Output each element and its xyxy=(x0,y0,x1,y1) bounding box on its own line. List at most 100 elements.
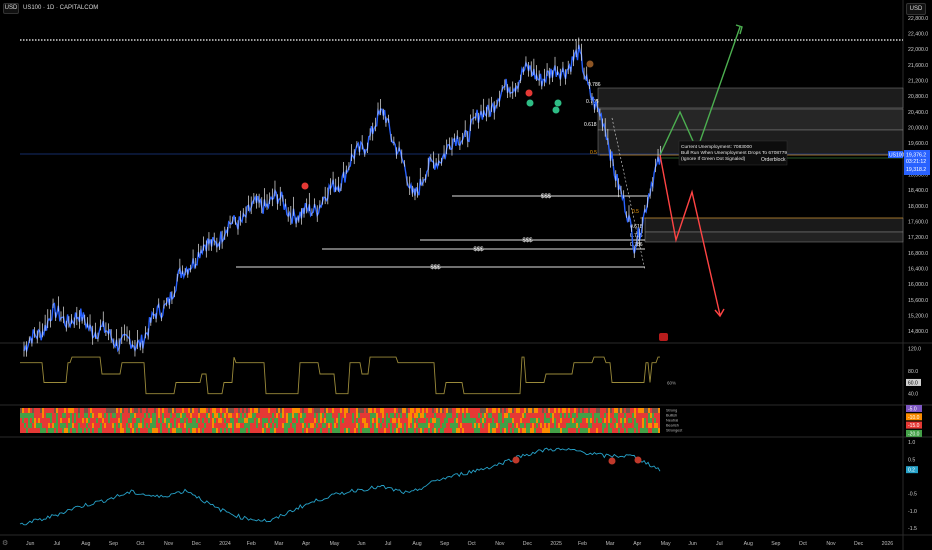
heatmap-cell xyxy=(358,408,360,413)
heatmap-cell xyxy=(256,428,258,433)
currency-left-button[interactable]: USD xyxy=(3,3,19,14)
heatmap-cell xyxy=(152,413,154,418)
x-tick-label: Aug xyxy=(412,541,421,547)
heatmap-cell xyxy=(232,428,234,433)
heatmap-cell xyxy=(412,413,414,418)
heatmap-cell xyxy=(420,408,422,413)
currency-right-button[interactable]: USD xyxy=(906,3,926,15)
heatmap-cell xyxy=(164,418,166,423)
heatmap-cell xyxy=(212,408,214,413)
heatmap-cell xyxy=(126,423,128,428)
heatmap-cell xyxy=(424,413,426,418)
heatmap-cell xyxy=(654,418,656,423)
heatmap-cell xyxy=(192,423,194,428)
heatmap-cell xyxy=(252,418,254,423)
heatmap-cell xyxy=(100,423,102,428)
heatmap-cell xyxy=(160,428,162,433)
heatmap-cell xyxy=(658,413,660,418)
heatmap-cell xyxy=(530,423,532,428)
heatmap-cell xyxy=(66,423,68,428)
heatmap-row-label: Strongest xyxy=(666,429,683,433)
heatmap-cell xyxy=(616,418,618,423)
heatmap-cell xyxy=(364,418,366,423)
heatmap-cell xyxy=(552,428,554,433)
heatmap-cell xyxy=(350,408,352,413)
heatmap-cell xyxy=(380,423,382,428)
heatmap-cell xyxy=(418,428,420,433)
heatmap-cell xyxy=(86,428,88,433)
heatmap-cell xyxy=(652,428,654,433)
settings-gear-icon[interactable]: ⚙ xyxy=(2,540,9,547)
heatmap-cell xyxy=(58,428,60,433)
heatmap-cell xyxy=(144,423,146,428)
heatmap-cell xyxy=(218,418,220,423)
heatmap-cell xyxy=(324,408,326,413)
heatmap-cell xyxy=(166,428,168,433)
heatmap-cell xyxy=(358,428,360,433)
heatmap-cell xyxy=(32,418,34,423)
heatmap-cell xyxy=(266,413,268,418)
y-tick-label: 18,000.0 xyxy=(908,204,928,210)
heatmap-cell xyxy=(118,418,120,423)
heatmap-cell xyxy=(366,423,368,428)
heatmap-cell xyxy=(490,418,492,423)
heatmap-cell xyxy=(582,408,584,413)
heatmap-cell xyxy=(176,423,178,428)
heatmap-cell xyxy=(362,428,364,433)
heatmap-cell xyxy=(362,423,364,428)
heatmap-cell xyxy=(432,423,434,428)
heatmap-cell xyxy=(652,423,654,428)
heatmap-cell xyxy=(56,413,58,418)
heatmap-cell xyxy=(66,428,68,433)
heatmap-cell xyxy=(450,428,452,433)
heatmap-cell xyxy=(244,408,246,413)
heatmap-cell xyxy=(320,428,322,433)
heatmap-cell xyxy=(270,418,272,423)
heatmap-cell xyxy=(644,428,646,433)
heatmap-cell xyxy=(276,408,278,413)
heatmap-cell xyxy=(294,423,296,428)
heatmap-cell xyxy=(190,428,192,433)
heatmap-cell xyxy=(370,408,372,413)
heatmap-cell xyxy=(208,418,210,423)
heatmap-cell xyxy=(310,413,312,418)
momentum-y-tick: 1.0 xyxy=(908,440,915,446)
heatmap-cell xyxy=(156,428,158,433)
heatmap-cell xyxy=(22,423,24,428)
heatmap-cell xyxy=(530,408,532,413)
heatmap-cell xyxy=(632,423,634,428)
heatmap-cell xyxy=(240,423,242,428)
heatmap-cell xyxy=(268,408,270,413)
heatmap-cell xyxy=(374,428,376,433)
heatmap-cell xyxy=(298,418,300,423)
heatmap-cell xyxy=(574,418,576,423)
heatmap-cell xyxy=(356,428,358,433)
heatmap-cell xyxy=(200,413,202,418)
heatmap-cell xyxy=(646,428,648,433)
heatmap-cell xyxy=(352,408,354,413)
heatmap-cell xyxy=(212,423,214,428)
heatmap-cell xyxy=(340,423,342,428)
heatmap-cell xyxy=(354,418,356,423)
heatmap-cell xyxy=(572,413,574,418)
heatmap-cell xyxy=(94,428,96,433)
heatmap-cell xyxy=(372,408,374,413)
heatmap-cell xyxy=(406,408,408,413)
heatmap-cell xyxy=(402,423,404,428)
heatmap-cell xyxy=(76,418,78,423)
heatmap-cell xyxy=(292,428,294,433)
heatmap-cell xyxy=(224,418,226,423)
flag-icon[interactable] xyxy=(659,333,668,341)
heatmap-cell xyxy=(598,418,600,423)
heatmap-cell xyxy=(114,408,116,413)
heatmap-cell xyxy=(46,423,48,428)
heatmap-cell xyxy=(190,423,192,428)
heatmap-cell xyxy=(598,423,600,428)
heatmap-cell xyxy=(242,423,244,428)
heatmap-cell xyxy=(560,428,562,433)
heatmap-cell xyxy=(182,428,184,433)
heatmap-cell xyxy=(640,413,642,418)
heatmap-cell xyxy=(288,428,290,433)
heatmap-cell xyxy=(476,413,478,418)
